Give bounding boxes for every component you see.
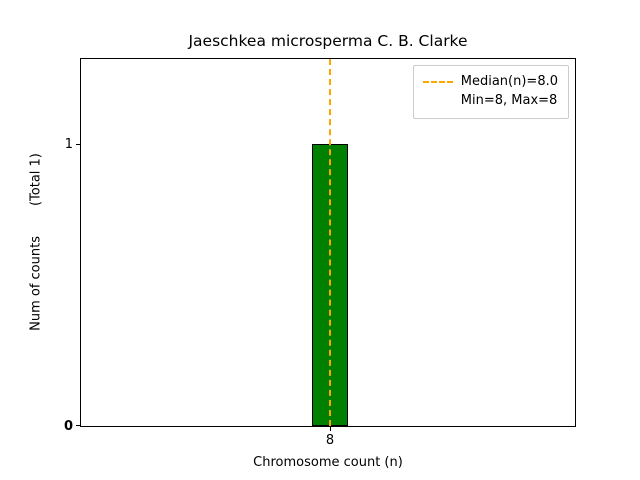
- y-tick-label-0: 0: [63, 419, 73, 434]
- plot-area: Median(n)=8.0 Min=8, Max=8: [80, 58, 576, 427]
- y-tick-label-1: 1: [64, 137, 73, 152]
- chart-title: Jaeschkea microsperma C. B. Clarke: [188, 32, 468, 50]
- y-axis-label: Num of counts (Total 1): [29, 153, 44, 331]
- median-line: [329, 59, 331, 426]
- y-tick-mark-1: [76, 144, 80, 145]
- y-axis-label-main: Num of counts: [28, 236, 44, 331]
- legend-entry-median: Median(n)=8.0: [422, 73, 558, 92]
- x-axis-label: Chromosome count (n): [253, 455, 403, 470]
- legend-entry-minmax: Min=8, Max=8: [423, 92, 558, 111]
- legend: Median(n)=8.0 Min=8, Max=8: [412, 65, 569, 119]
- x-tick-label-8: 8: [325, 433, 335, 448]
- x-tick-mark-8: [330, 427, 331, 431]
- y-axis-label-total: (Total 1): [28, 153, 44, 207]
- median-line-sample-icon: [422, 81, 453, 84]
- legend-minmax-label: Min=8, Max=8: [460, 92, 558, 108]
- legend-median-label: Median(n)=8.0: [460, 74, 558, 89]
- y-tick-mark-0: [76, 425, 80, 426]
